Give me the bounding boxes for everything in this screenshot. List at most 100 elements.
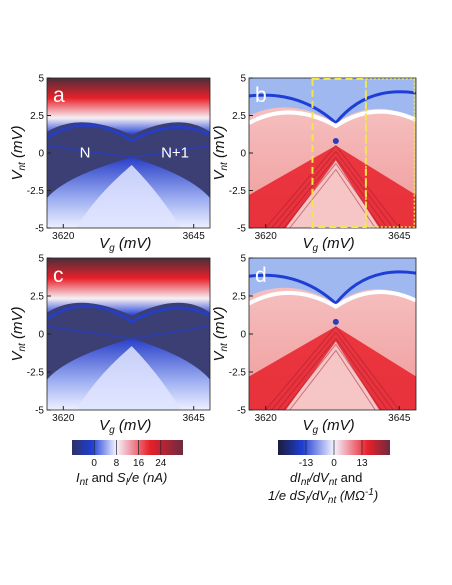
excited-line xyxy=(335,157,388,228)
top-blue xyxy=(249,78,416,123)
region-label: N xyxy=(80,145,91,162)
y-tick-label: 0 xyxy=(240,149,246,160)
top-blue-edge xyxy=(249,270,416,305)
panel-c-map xyxy=(47,258,210,410)
panel-a-map xyxy=(47,78,210,228)
excited-line xyxy=(335,350,376,410)
colorbar-tick-label: 16 xyxy=(133,458,145,469)
y-axis-label: Vnt (mV) xyxy=(9,306,28,361)
colorbar-derivative-ticks: -13 0 13 xyxy=(299,440,368,469)
x-tick-label: 3645 xyxy=(183,413,206,424)
panel-d-map xyxy=(249,258,416,410)
excited-line xyxy=(265,326,337,410)
dashed-box xyxy=(311,78,367,228)
excited-line xyxy=(335,332,394,410)
y-tick-label: -5 xyxy=(237,224,246,235)
colorbar-tick-label: 0 xyxy=(91,458,97,469)
upper-edge xyxy=(47,304,210,324)
x-tick-label: 3620 xyxy=(52,413,75,424)
y-tick-label: 2.5 xyxy=(30,111,44,122)
excited-line xyxy=(283,344,337,410)
excited-line xyxy=(277,157,337,228)
bottom-white xyxy=(76,165,181,228)
x-tick-label: 3620 xyxy=(255,231,278,242)
x-axis-label: Vg (mV) xyxy=(99,235,151,254)
excited-line xyxy=(335,344,382,410)
y-tick-label: -2.5 xyxy=(229,368,247,379)
y-tick-label: 0 xyxy=(240,330,246,341)
panel-b: b5 2.5 0 -2.5 -5 3620 3645 Vg (mV) Vnt (mV) xyxy=(211,74,417,254)
colorbar-current-label: Int and SI/e (nA) xyxy=(76,470,167,488)
y-tick-label: 5 xyxy=(38,254,44,265)
x-axis-label: Vg (mV) xyxy=(99,417,151,436)
x-tick-label: 3620 xyxy=(255,413,278,424)
colorbar-tick-label: 13 xyxy=(356,458,368,469)
degeneracy-point xyxy=(332,318,339,325)
panel-d: d5 2.5 0 -2.5 -5 3620 3645 Vg (mV) Vnt (mV) xyxy=(211,254,417,436)
x-tick-label: 3645 xyxy=(183,231,206,242)
y-tick-label: 2.5 xyxy=(232,292,246,303)
colorbar-current: 0 8 16 24 Int and SI/e (nA) xyxy=(72,440,183,488)
panel-b-map xyxy=(249,78,416,228)
inner-pink xyxy=(285,160,380,228)
excited-line xyxy=(289,169,337,228)
panel-a: a N N+1 5 2.5 0 -2.5 -5 3620 3645 Vg (mV) Vnt (mV) xyxy=(9,74,211,254)
cross-line xyxy=(47,144,210,159)
y-tick-label: 5 xyxy=(240,254,246,265)
x-tick-label: 3620 xyxy=(52,231,75,242)
colorbar-tick-label: -13 xyxy=(299,458,314,469)
panel-c: c5 2.5 0 -2.5 -5 3620 3645 Vg (mV) Vnt (mV) xyxy=(9,254,211,436)
colorbar-derivative-label-line2: 1/e dSI/dVnt (MΩ-1) xyxy=(268,487,378,506)
excited-line xyxy=(271,151,337,228)
top-blue xyxy=(249,258,416,304)
x-tick-label: 3645 xyxy=(388,231,411,242)
degeneracy-point xyxy=(332,138,339,144)
region-label: N+1 xyxy=(161,145,189,162)
excited-line xyxy=(277,338,337,410)
panel-label: a xyxy=(53,84,65,107)
colorbar-derivative: -13 0 13 dInt/dVnt and 1/e dSI/dVnt (MΩ-1) xyxy=(268,440,390,506)
excited-line xyxy=(335,151,394,228)
panel-label: b xyxy=(255,84,267,107)
x-axis-label: Vg (mV) xyxy=(302,417,354,436)
y-tick-label: -5 xyxy=(35,406,44,417)
panel-label: d xyxy=(255,264,267,287)
excited-line xyxy=(289,350,337,410)
upper-edge xyxy=(47,123,210,143)
top-band xyxy=(47,78,210,135)
excited-line xyxy=(335,326,400,410)
y-tick-label: 0 xyxy=(38,330,44,341)
y-tick-label: -2.5 xyxy=(27,368,45,379)
y-axis-label: Vnt (mV) xyxy=(9,125,28,180)
panels-layer: a N N+1 5 2.5 0 -2.5 -5 3620 3645 Vg (mV) Vnt (mV) b… xyxy=(9,74,417,436)
excited-line xyxy=(271,332,337,410)
white-arc xyxy=(249,290,416,309)
y-tick-label: 2.5 xyxy=(30,292,44,303)
y-axis-label: Vnt (mV) xyxy=(211,125,230,180)
y-tick-label: -5 xyxy=(237,406,246,417)
inner-pink xyxy=(285,341,380,410)
top-band xyxy=(47,258,210,316)
y-tick-label: -2.5 xyxy=(229,186,247,197)
cross-line xyxy=(47,325,210,340)
white-arc xyxy=(249,109,416,129)
excited-line xyxy=(335,163,382,228)
colorbar-tick-label: 0 xyxy=(331,458,337,469)
colorbar-current-ticks: 0 8 16 24 xyxy=(91,440,167,469)
y-tick-label: 5 xyxy=(38,74,44,85)
excited-line xyxy=(283,163,337,228)
colorbar-current-bar xyxy=(72,440,183,455)
x-axis-label: Vg (mV) xyxy=(302,235,354,254)
excited-line xyxy=(265,145,337,228)
bottom-white xyxy=(76,346,181,410)
colorbar-tick-label: 8 xyxy=(114,458,120,469)
dotted-box xyxy=(365,78,416,228)
x-tick-label: 3645 xyxy=(388,413,411,424)
y-tick-label: -2.5 xyxy=(27,186,45,197)
y-axis-label: Vnt (mV) xyxy=(211,306,230,361)
colorbar-tick-label: 24 xyxy=(155,458,167,469)
excited-line xyxy=(335,169,376,228)
excited-line xyxy=(335,145,400,228)
excited-line xyxy=(335,338,388,410)
panel-label: c xyxy=(53,264,64,287)
